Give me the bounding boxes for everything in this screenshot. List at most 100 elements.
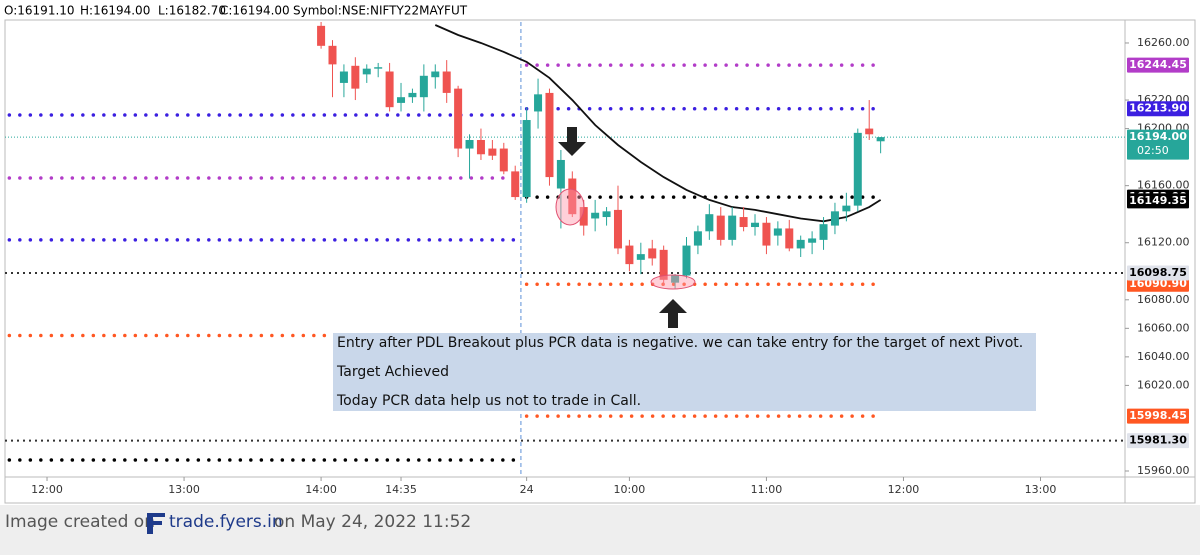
candle-body bbox=[397, 97, 406, 103]
x-tick-label: 13:00 bbox=[168, 483, 200, 496]
candle-body bbox=[728, 215, 737, 240]
candle-body bbox=[602, 211, 611, 218]
y-tick-label: 16040.00 bbox=[1137, 350, 1190, 363]
header: O:16191.10 H:16194.00 L:16182.70 C:16194… bbox=[4, 4, 468, 18]
price-label: 15981.30 bbox=[1129, 434, 1187, 447]
annotation-line: Target Achieved bbox=[336, 364, 449, 380]
candle-body bbox=[796, 239, 805, 249]
candle-body bbox=[876, 137, 885, 142]
candle-body bbox=[419, 75, 428, 98]
candle-body bbox=[773, 228, 782, 236]
y-tick-label: 16020.00 bbox=[1137, 378, 1190, 391]
y-tick-label: 15960.00 bbox=[1137, 464, 1190, 477]
fyers-logo bbox=[147, 513, 165, 534]
candle-body bbox=[808, 238, 817, 243]
x-tick-label: 11:00 bbox=[751, 483, 783, 496]
y-tick-label: 16260.00 bbox=[1137, 36, 1190, 49]
candle-body bbox=[534, 94, 543, 112]
up-arrow bbox=[659, 299, 687, 328]
moving-average bbox=[434, 24, 882, 223]
candle-body bbox=[317, 25, 326, 46]
x-tick-label: 13:00 bbox=[1025, 483, 1057, 496]
price-countdown: 02:50 bbox=[1137, 144, 1169, 157]
highlight-ellipse bbox=[650, 274, 696, 290]
candle-body bbox=[693, 231, 702, 246]
footer-suffix: on May 24, 2022 11:52 bbox=[274, 512, 471, 532]
price-label: 15998.45 bbox=[1129, 409, 1187, 422]
y-tick-label: 16080.00 bbox=[1137, 293, 1190, 306]
price-label: 16149.35 bbox=[1129, 194, 1187, 207]
chart-frame bbox=[4, 19, 1196, 504]
x-tick-label: 14:00 bbox=[305, 483, 337, 496]
candle-body bbox=[339, 71, 348, 83]
candle-body bbox=[705, 214, 714, 232]
candle-body bbox=[591, 212, 600, 219]
axes: 16260.0016220.0016200.0016160.0016120.00… bbox=[31, 36, 1189, 496]
ohlc-close: C:16194.00 bbox=[220, 4, 290, 18]
price-label: 16194.00 bbox=[1129, 130, 1187, 143]
y-tick-label: 16060.00 bbox=[1137, 321, 1190, 334]
price-label: 16213.90 bbox=[1129, 102, 1187, 115]
ohlc-high: H:16194.00 bbox=[80, 4, 150, 18]
candle-body bbox=[659, 249, 668, 280]
down-arrow bbox=[558, 127, 586, 156]
candle-body bbox=[716, 215, 725, 240]
footer-background bbox=[0, 505, 1200, 555]
footer-prefix: Image created on bbox=[5, 512, 155, 532]
candle-body bbox=[431, 71, 440, 78]
candle-body bbox=[625, 245, 634, 265]
candle-body bbox=[613, 209, 622, 249]
candle-body bbox=[785, 228, 794, 249]
x-tick-label: 12:00 bbox=[31, 483, 63, 496]
candle-body bbox=[545, 92, 554, 178]
footer: Image created on trade.fyers.in on May 2… bbox=[5, 512, 471, 534]
price-label-bg bbox=[1127, 101, 1189, 117]
candle-body bbox=[648, 248, 657, 259]
price-label-bg bbox=[1127, 265, 1189, 281]
candle-body bbox=[522, 120, 531, 198]
candle-body bbox=[568, 178, 577, 215]
highlight-ellipse bbox=[555, 188, 585, 226]
candle-body bbox=[374, 67, 383, 69]
candle-body bbox=[511, 171, 520, 198]
candle-body bbox=[499, 148, 508, 172]
candle-body bbox=[488, 148, 497, 156]
x-tick-label: 10:00 bbox=[614, 483, 646, 496]
candle-body bbox=[671, 275, 680, 283]
candle-body bbox=[842, 205, 851, 212]
candle-body bbox=[853, 132, 862, 206]
x-tick-label: 24 bbox=[520, 483, 534, 496]
candle-body bbox=[465, 139, 474, 149]
candle-body bbox=[408, 92, 417, 98]
y-tick-label: 16160.00 bbox=[1137, 179, 1190, 192]
annotation-box bbox=[333, 333, 1036, 411]
candle-body bbox=[362, 68, 371, 75]
candle-body bbox=[442, 71, 451, 93]
candle-body bbox=[636, 254, 645, 260]
price-label-bg bbox=[1127, 433, 1189, 449]
candle-body bbox=[762, 222, 771, 246]
price-label: 16098.75 bbox=[1129, 266, 1187, 279]
symbol: Symbol:NSE:NIFTY22MAYFUT bbox=[293, 4, 468, 18]
footer-site: trade.fyers.in bbox=[169, 512, 283, 532]
candle-body bbox=[682, 245, 691, 276]
price-label: 16244.45 bbox=[1129, 58, 1187, 71]
candle-body bbox=[830, 211, 839, 226]
plot bbox=[5, 22, 1125, 477]
y-tick-label: 16120.00 bbox=[1137, 236, 1190, 249]
ohlc-open: O:16191.10 bbox=[4, 4, 75, 18]
candle-body bbox=[385, 71, 394, 108]
price-label-bg bbox=[1127, 129, 1189, 160]
candle-body bbox=[328, 45, 337, 65]
candle-body bbox=[351, 65, 360, 89]
x-tick-label: 12:00 bbox=[888, 483, 920, 496]
annotation-line: Entry after PDL Breakout plus PCR data i… bbox=[337, 335, 1023, 351]
price-label-bg bbox=[1127, 57, 1189, 73]
candle-body bbox=[739, 217, 748, 228]
x-tick-label: 14:35 bbox=[385, 483, 417, 496]
candle-body bbox=[476, 139, 485, 155]
candle-body bbox=[556, 159, 565, 189]
price-label-bg bbox=[1127, 408, 1189, 424]
